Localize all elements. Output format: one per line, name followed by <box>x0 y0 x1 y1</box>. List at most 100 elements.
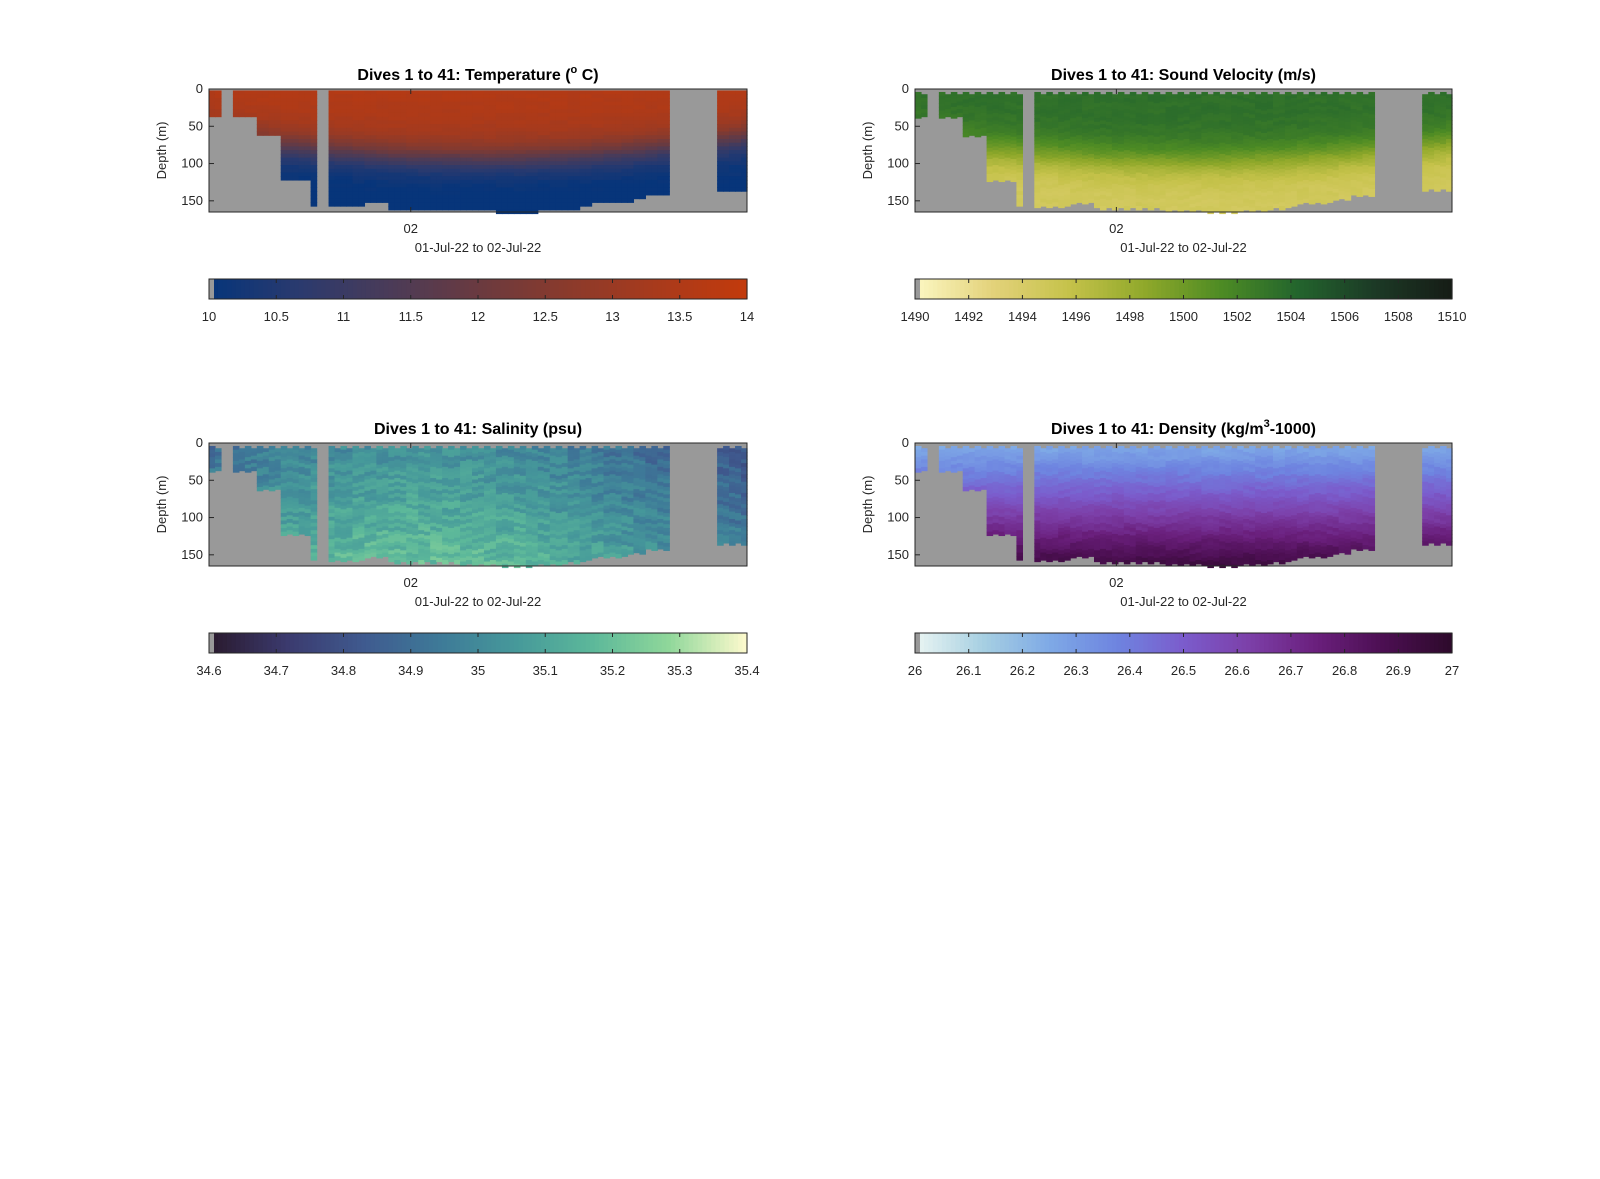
heatmap-cell <box>573 124 581 129</box>
heatmap-cell <box>352 524 360 529</box>
heatmap-cell <box>615 124 623 129</box>
heatmap-cell <box>1332 159 1340 164</box>
heatmap-cell <box>364 157 371 162</box>
heatmap-cell <box>1070 170 1077 175</box>
heatmap-cell <box>1159 191 1167 196</box>
colorbar-swatch <box>325 279 331 299</box>
heatmap-cell <box>1040 161 1047 166</box>
heatmap-cell <box>1099 194 1107 200</box>
heatmap-cell <box>1249 185 1256 190</box>
heatmap-cell <box>729 142 736 147</box>
heatmap-cell <box>597 161 605 166</box>
heatmap-cell <box>1159 183 1167 188</box>
heatmap-cell <box>1243 168 1250 174</box>
heatmap-cell <box>358 127 366 133</box>
heatmap-cell <box>531 187 539 192</box>
heatmap-cell <box>478 179 485 185</box>
heatmap-cell <box>1016 194 1023 200</box>
heatmap-cell <box>1076 198 1083 203</box>
heatmap-cell <box>394 157 401 162</box>
heatmap-cell <box>1338 105 1346 110</box>
heatmap-cell <box>1267 168 1274 174</box>
heatmap-cell <box>328 505 336 510</box>
heatmap-cell <box>1255 142 1262 147</box>
heatmap-cell <box>400 157 407 162</box>
heatmap-cell <box>1225 203 1232 209</box>
heatmap-cell <box>1094 159 1101 164</box>
heatmap-cell <box>1046 170 1053 175</box>
heatmap-cell <box>340 494 348 499</box>
heatmap-cell <box>585 138 593 144</box>
heatmap-cell <box>992 127 1000 133</box>
heatmap-cell <box>1368 132 1376 138</box>
heatmap-cell <box>466 127 473 133</box>
heatmap-cell <box>1111 161 1119 166</box>
heatmap-cell <box>1261 95 1268 101</box>
heatmap-cell <box>1368 118 1376 123</box>
heatmap-cell <box>1428 132 1435 138</box>
heatmap-cell <box>292 516 300 522</box>
heatmap-cell <box>304 516 312 522</box>
heatmap-cell <box>460 157 467 162</box>
heatmap-cell <box>1225 114 1232 119</box>
heatmap-cell <box>298 455 306 460</box>
heatmap-cell <box>657 124 664 129</box>
heatmap-cell <box>615 150 623 155</box>
heatmap-cell <box>1278 124 1286 129</box>
heatmap-cell <box>418 131 425 136</box>
heatmap-cell <box>454 161 461 166</box>
heatmap-cell <box>591 105 599 110</box>
colorbar-swatch <box>1349 279 1355 299</box>
heatmap-cell <box>729 146 736 151</box>
heatmap-cell <box>1278 168 1286 174</box>
heatmap-cell <box>639 191 646 196</box>
heatmap-cell <box>1135 206 1143 211</box>
heatmap-cell <box>1064 146 1071 151</box>
heatmap-cell <box>1129 136 1137 142</box>
heatmap-cell <box>340 457 348 462</box>
heatmap-cell <box>621 94 629 99</box>
heatmap-cell <box>1016 168 1023 174</box>
heatmap-cell <box>352 445 360 451</box>
heatmap-cell <box>376 135 383 140</box>
heatmap-cell <box>1237 181 1244 186</box>
heatmap-cell <box>1207 135 1214 140</box>
heatmap-cell <box>639 172 646 177</box>
heatmap-cell <box>1237 166 1244 171</box>
heatmap-cell <box>346 556 354 561</box>
colorbar-swatch <box>1076 279 1082 299</box>
heatmap-cell <box>1105 192 1113 197</box>
heatmap-cell <box>1129 91 1137 97</box>
heatmap-cell <box>1171 142 1179 147</box>
heatmap-cell <box>1135 127 1143 133</box>
heatmap-cell <box>1207 116 1214 121</box>
heatmap-cell <box>448 179 455 185</box>
heatmap-cell <box>1129 196 1137 201</box>
heatmap-cell <box>483 109 491 114</box>
heatmap-cell <box>1213 181 1220 186</box>
heatmap-cell <box>1094 147 1101 153</box>
heatmap-cell <box>400 116 407 121</box>
heatmap-cell <box>1273 177 1280 183</box>
heatmap-cell <box>1273 151 1280 156</box>
heatmap-cell <box>1070 129 1077 134</box>
heatmap-cell <box>1094 114 1101 119</box>
heatmap-cell <box>549 109 557 114</box>
heatmap-cell <box>483 150 491 155</box>
heatmap-cell <box>1332 144 1340 149</box>
heatmap-cell <box>992 146 1000 151</box>
heatmap-cell <box>1290 116 1298 121</box>
heatmap-cell <box>537 161 545 166</box>
heatmap-cell <box>501 135 509 140</box>
colorbar-swatch <box>455 279 461 299</box>
heatmap-cell <box>621 138 629 144</box>
heatmap-cell <box>1159 127 1167 133</box>
heatmap-cell <box>489 172 497 177</box>
heatmap-cell <box>400 183 407 188</box>
heatmap-cell <box>495 150 503 155</box>
heatmap-cell <box>1171 109 1179 114</box>
heatmap-cell <box>1290 191 1298 196</box>
heatmap-cell <box>537 168 545 174</box>
heatmap-cell <box>1117 106 1125 112</box>
heatmap-cell <box>735 131 742 136</box>
